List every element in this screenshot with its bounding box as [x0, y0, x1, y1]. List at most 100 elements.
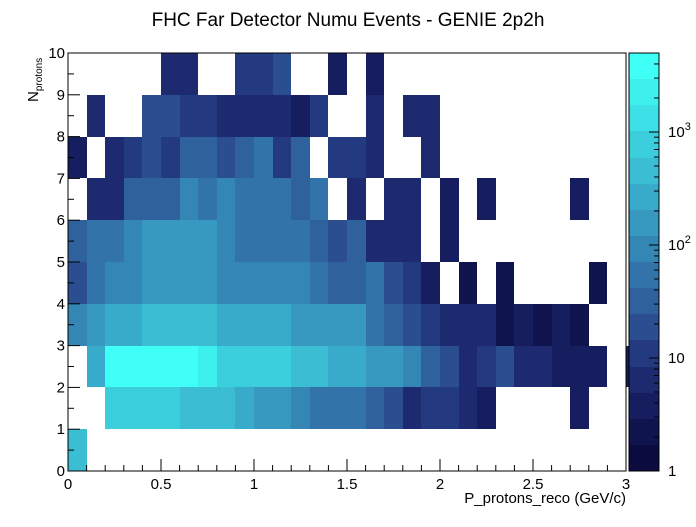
heatmap-cell — [421, 387, 440, 429]
svg-text:Nprotons: Nprotons — [25, 58, 45, 102]
heatmap-cell — [161, 304, 180, 346]
heatmap-cell — [142, 304, 161, 346]
heatmap-cell — [235, 178, 254, 220]
heatmap-cell — [235, 304, 254, 346]
heatmap-cell — [142, 387, 161, 429]
heatmap-cell — [291, 95, 310, 137]
heatmap-cell — [328, 137, 347, 178]
heatmap-cell — [161, 95, 180, 137]
heatmap-cell — [384, 178, 403, 220]
heatmap-cell — [254, 304, 273, 346]
heatmap-cell — [68, 304, 87, 346]
x-axis: 0 0.5 1 1.5 2 2.5 3 — [64, 459, 630, 493]
heatmap-cell — [217, 387, 235, 429]
heatmap-cell — [328, 220, 347, 262]
heatmap-cell — [105, 178, 124, 220]
heatmap-cell — [235, 262, 254, 304]
heatmap-cell — [254, 346, 273, 387]
heatmap-cell — [310, 178, 328, 220]
heatmap-cell — [421, 304, 440, 346]
heatmap-cell — [235, 53, 254, 95]
heatmap-cell — [384, 304, 403, 346]
heatmap-cell — [161, 387, 180, 429]
heatmap-cell — [403, 304, 421, 346]
heatmap-cell — [161, 346, 180, 387]
color-scale-swatch — [629, 419, 659, 445]
heatmap-cell — [310, 387, 328, 429]
heatmap-cell — [384, 387, 403, 429]
heatmap-cell — [496, 304, 514, 346]
heatmap-cell — [87, 304, 105, 346]
heatmap-cell — [273, 387, 291, 429]
color-scale-swatch — [629, 367, 659, 393]
heatmap-cell — [124, 220, 142, 262]
x-tick-label: 3 — [622, 476, 630, 493]
heatmap-cell — [161, 53, 180, 95]
heatmap-cell — [198, 346, 217, 387]
heatmap-cell — [68, 137, 87, 178]
heatmap-cell — [291, 387, 310, 429]
heatmap-cell — [496, 346, 514, 387]
heatmap-cell — [403, 346, 421, 387]
heatmap-cell — [440, 346, 459, 387]
heatmap-cell — [273, 95, 291, 137]
heatmap-cell — [68, 429, 87, 471]
x-tick-label: 0 — [64, 476, 72, 493]
y-axis-label-sub: protons — [34, 58, 45, 91]
color-scale-swatch — [629, 288, 659, 314]
x-tick-label: 2.5 — [523, 476, 544, 493]
heatmap-cell — [142, 220, 161, 262]
heatmap-cell — [254, 220, 273, 262]
heatmap-cell — [552, 304, 570, 346]
heatmap-cell — [198, 95, 217, 137]
color-scale-swatch — [629, 184, 659, 210]
heatmap-cell — [570, 387, 589, 429]
heatmap-cell — [477, 304, 496, 346]
heatmap-cell — [124, 178, 142, 220]
heatmap-cell — [273, 346, 291, 387]
y-tick-label: 2 — [57, 379, 65, 396]
heatmap-cell — [161, 262, 180, 304]
heatmap-cell — [552, 346, 570, 387]
heatmap-cell — [403, 262, 421, 304]
heatmap-cell — [440, 304, 459, 346]
x-tick-label: 1 — [250, 476, 258, 493]
color-scale-label: 10 — [668, 350, 685, 367]
y-axis-label-main: N — [25, 91, 42, 102]
color-scale-swatch — [629, 158, 659, 184]
heatmap-cell — [254, 387, 273, 429]
y-tick-label: 7 — [57, 170, 65, 187]
heatmap-cell — [142, 178, 161, 220]
heatmap-cell — [533, 304, 552, 346]
heatmap-cell — [142, 346, 161, 387]
heatmap-cell — [310, 95, 328, 137]
x-axis-label: P_protons_reco (GeV/c) — [464, 490, 626, 507]
heatmap-cell — [273, 53, 291, 95]
y-tick-label: 1 — [57, 421, 65, 438]
heatmap-cell — [198, 178, 217, 220]
heatmap-cell — [87, 346, 105, 387]
heatmap-cell — [161, 137, 180, 178]
heatmap-cell — [291, 178, 310, 220]
color-scale-swatch — [629, 236, 659, 262]
heatmap-cell — [328, 304, 347, 346]
heatmap-cell — [161, 220, 180, 262]
heatmap-cell — [87, 262, 105, 304]
heatmap-cell — [198, 220, 217, 262]
heatmap-cell — [180, 387, 198, 429]
heatmap-cell — [310, 346, 328, 387]
heatmap-cells — [68, 53, 645, 471]
heatmap-cell — [459, 304, 477, 346]
heatmap-cell — [347, 387, 366, 429]
heatmap-cell — [198, 262, 217, 304]
heatmap-cell — [217, 178, 235, 220]
heatmap-cell — [366, 220, 384, 262]
heatmap-cell — [161, 178, 180, 220]
heatmap-cell — [180, 262, 198, 304]
x-tick-label: 0.5 — [151, 476, 172, 493]
y-tick-label: 3 — [57, 338, 65, 355]
heatmap-cell — [235, 137, 254, 178]
heatmap-cell — [347, 220, 366, 262]
heatmap-cell — [273, 137, 291, 178]
